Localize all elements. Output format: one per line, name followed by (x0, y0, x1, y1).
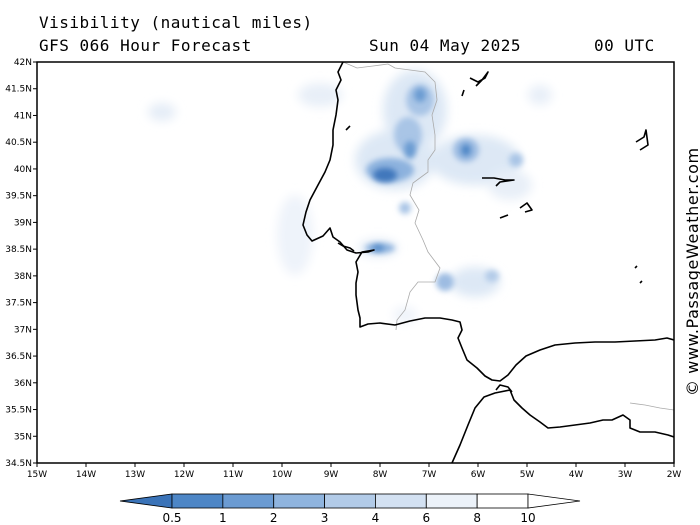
latitude-label: 38N (14, 272, 32, 282)
colorbar-segment (425, 493, 478, 509)
colorbar-segment (324, 493, 376, 509)
colorbar-min-extension (119, 493, 173, 509)
forecast-label: GFS 066 Hour Forecast (39, 36, 252, 55)
latitude-label: 35N (14, 432, 32, 442)
colorbar-segment (273, 493, 325, 509)
longitude-label: 13W (125, 470, 145, 480)
longitude-label: 6W (471, 470, 486, 480)
latitude-label: 41N (14, 111, 32, 121)
latitude-label: 41.5N (5, 85, 32, 95)
longitude-label: 15W (27, 470, 47, 480)
latitude-label: 34.5N (5, 459, 32, 469)
latitude-label: 37.5N (5, 299, 32, 309)
map-frame (36, 61, 675, 464)
longitude-label: 8W (373, 470, 388, 480)
latitude-label: 40N (14, 165, 32, 175)
colorbar-label: 0.5 (162, 511, 181, 525)
longitude-label: 7W (422, 470, 437, 480)
colorbar-segment (171, 493, 224, 509)
colorbar-label: 3 (321, 511, 329, 525)
latitude-label: 38.5N (5, 245, 32, 255)
time-label: 00 UTC (594, 36, 655, 55)
longitude-label: 12W (174, 470, 194, 480)
map-title: Visibility (nautical miles) (39, 13, 313, 32)
latitude-label: 42N (14, 58, 32, 68)
colorbar-segment (222, 493, 275, 509)
colorbar-label: 4 (372, 511, 380, 525)
latitude-label: 39.5N (5, 192, 32, 202)
latitude-label: 39N (14, 218, 32, 228)
longitude-label: 2W (667, 470, 682, 480)
longitude-axis: 15W 14W 13W 12W 11W 10W 9W 8W 7W 6W 5W 4W 3W 2W (27, 463, 682, 480)
coastlines (302, 62, 674, 463)
colorbar-label: 1 (219, 511, 227, 525)
longitude-label: 9W (324, 470, 339, 480)
colorbar-max-extension (527, 493, 581, 509)
longitude-label: 3W (618, 470, 633, 480)
colorbar: 0.5 1 2 3 4 6 8 10 (119, 493, 581, 525)
longitude-label: 11W (223, 470, 243, 480)
longitude-label: 5W (520, 470, 535, 480)
latitude-label: 36.5N (5, 352, 32, 362)
colorbar-label: 10 (520, 511, 535, 525)
latitude-label: 35.5N (5, 406, 32, 416)
colorbar-label: 6 (422, 511, 430, 525)
longitude-label: 14W (76, 470, 96, 480)
latitude-label: 36N (14, 379, 32, 389)
colorbar-label: 8 (473, 511, 481, 525)
latitude-label: 37N (14, 325, 32, 335)
colorbar-segment (476, 493, 529, 509)
longitude-label: 10W (272, 470, 292, 480)
country-borders (342, 62, 674, 411)
date-label: Sun 04 May 2025 (369, 36, 521, 55)
colorbar-segment (375, 493, 427, 509)
latitude-label: 40.5N (5, 138, 32, 148)
colorbar-label: 2 (270, 511, 278, 525)
visibility-shading (148, 70, 552, 323)
longitude-label: 4W (569, 470, 584, 480)
latitude-axis: 34.5N 35N 35.5N 36N 36.5N 37N 37.5N 38N 38.5N 39N… (5, 58, 37, 469)
